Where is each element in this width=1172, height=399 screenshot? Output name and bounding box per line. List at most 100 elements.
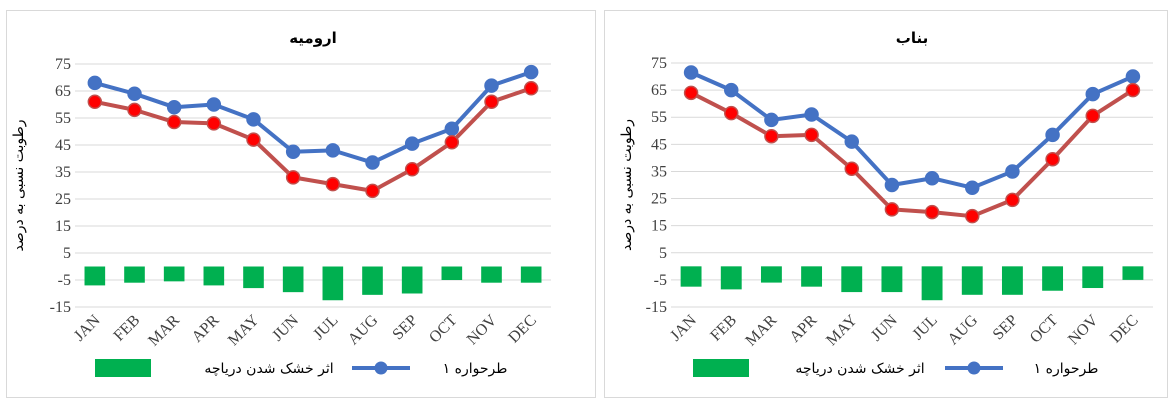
y-tick-label: 25: [651, 191, 667, 208]
point-baseline: [1125, 82, 1141, 98]
point-baseline: [206, 116, 222, 131]
bar-lake-effect: [720, 266, 742, 290]
x-tick-label: JAN: [71, 311, 104, 344]
point-scenario1: [1125, 69, 1141, 84]
y-tick-label: 55: [651, 109, 667, 126]
y-axis-label: رطوبت نسبی به درصد: [619, 119, 635, 251]
y-tick-label: 55: [55, 110, 71, 127]
point-scenario1: [246, 112, 261, 127]
bar-lake-effect: [921, 266, 943, 301]
y-tick-label: 75: [55, 56, 71, 73]
chart-panel-bonab: -15 -5 5 15 25 35 45 55 65 75 بناب رطوبت نسبی به در…: [604, 10, 1168, 398]
point-baseline: [924, 204, 940, 220]
bar-lake-effect: [124, 266, 145, 283]
x-tick-label: JUN: [868, 311, 901, 344]
bar-lake-effect: [961, 266, 983, 295]
bar-lake-effect: [282, 266, 304, 293]
y-tick-label: 5: [659, 245, 667, 262]
legend-label-line: طرحواره ۱: [1034, 361, 1099, 377]
point-scenario1: [764, 112, 779, 128]
y-tick-label: 15: [651, 218, 667, 235]
point-baseline: [884, 202, 900, 217]
y-tick-label: -5: [58, 272, 71, 289]
point-scenario1: [444, 121, 460, 137]
x-tick-label: DEC: [1107, 312, 1142, 347]
y-tick-label: 25: [55, 191, 71, 208]
point-scenario1: [965, 180, 980, 195]
point-baseline: [365, 183, 380, 199]
x-tick-label: OCT: [426, 312, 461, 347]
point-scenario1: [523, 64, 539, 80]
point-scenario1: [683, 65, 699, 80]
bar-lake-effect: [520, 266, 542, 283]
point-baseline: [965, 208, 980, 224]
legend-marker: [374, 361, 388, 375]
point-scenario1: [1045, 127, 1060, 143]
bar-lake-effect: [841, 266, 863, 293]
chart-urmia: -15 -5 5 15 25 35 45 55 65 75 ارومیه رطوبت نسبی به …: [11, 29, 551, 377]
x-tick-label: AUG: [345, 311, 382, 348]
y-tick-label: 75: [651, 55, 667, 72]
y-tick-label: -5: [654, 272, 667, 289]
x-tick-label: JUL: [310, 312, 342, 344]
chart-panel-urmia: -15 -5 5 15 25 35 45 55 65 75 ارومیه رطوبت نسبی به …: [6, 10, 596, 398]
point-baseline: [844, 161, 859, 176]
legend-swatch-bar: [693, 359, 749, 377]
bar-lake-effect: [1042, 266, 1064, 291]
x-tick-label: NOV: [464, 311, 501, 348]
point-baseline: [166, 114, 182, 130]
legend-swatch-bar: [95, 359, 151, 377]
x-tick-label: OCT: [1027, 312, 1062, 347]
x-tick-label: MAY: [823, 311, 861, 349]
x-tick-label: MAY: [225, 311, 263, 349]
point-scenario1: [724, 82, 739, 98]
x-tick-label: JAN: [667, 311, 700, 344]
chart-bonab: -15 -5 5 15 25 35 45 55 65 75 بناب رطوبت نسبی به در…: [619, 29, 1153, 377]
point-scenario1: [1085, 86, 1100, 102]
point-scenario1: [804, 107, 819, 122]
point-scenario1: [206, 97, 222, 112]
point-scenario1: [1005, 164, 1020, 179]
chart-title: ارومیه: [289, 29, 337, 47]
bar-lake-effect: [84, 266, 106, 286]
point-baseline: [484, 94, 499, 110]
point-baseline: [1085, 108, 1100, 124]
point-scenario1: [844, 134, 859, 149]
x-tick-label: NOV: [1065, 311, 1102, 348]
x-tick-label: SEP: [990, 312, 1022, 344]
x-tick-label: JUL: [909, 312, 941, 344]
bar-lake-effect: [243, 266, 264, 289]
bar-lake-effect: [362, 266, 383, 295]
x-tick-label: APR: [786, 312, 820, 346]
x-tick-label: FEB: [707, 312, 740, 345]
point-baseline: [285, 170, 301, 185]
y-tick-label: 35: [55, 164, 71, 181]
point-scenario1: [325, 143, 341, 158]
bar-lake-effect: [401, 266, 423, 294]
point-baseline: [87, 94, 103, 110]
point-scenario1: [924, 170, 940, 186]
legend-marker: [967, 361, 981, 375]
y-axis-label: رطوبت نسبی به درصد: [11, 119, 27, 251]
legend-label-bar: اثر خشک شدن دریاچه: [204, 361, 333, 377]
x-tick-label: FEB: [111, 312, 144, 345]
point-baseline: [683, 85, 699, 101]
bar-lake-effect: [1122, 266, 1144, 280]
bar-lake-effect: [760, 266, 782, 283]
point-baseline: [724, 105, 739, 121]
chart-title: بناب: [896, 29, 928, 47]
y-tick-label: 15: [55, 218, 71, 235]
y-tick-label: -15: [50, 299, 71, 316]
point-scenario1: [484, 78, 499, 93]
point-scenario1: [404, 136, 420, 151]
bar-lake-effect: [1001, 266, 1023, 295]
x-tick-label: SEP: [389, 312, 421, 344]
point-baseline: [523, 81, 539, 96]
point-baseline: [444, 135, 460, 150]
point-baseline: [127, 102, 142, 118]
x-tick-label: APR: [189, 312, 223, 346]
point-baseline: [246, 132, 261, 147]
x-tick-label: MAR: [145, 312, 183, 350]
point-scenario1: [285, 144, 301, 159]
bar-lake-effect: [801, 266, 823, 287]
